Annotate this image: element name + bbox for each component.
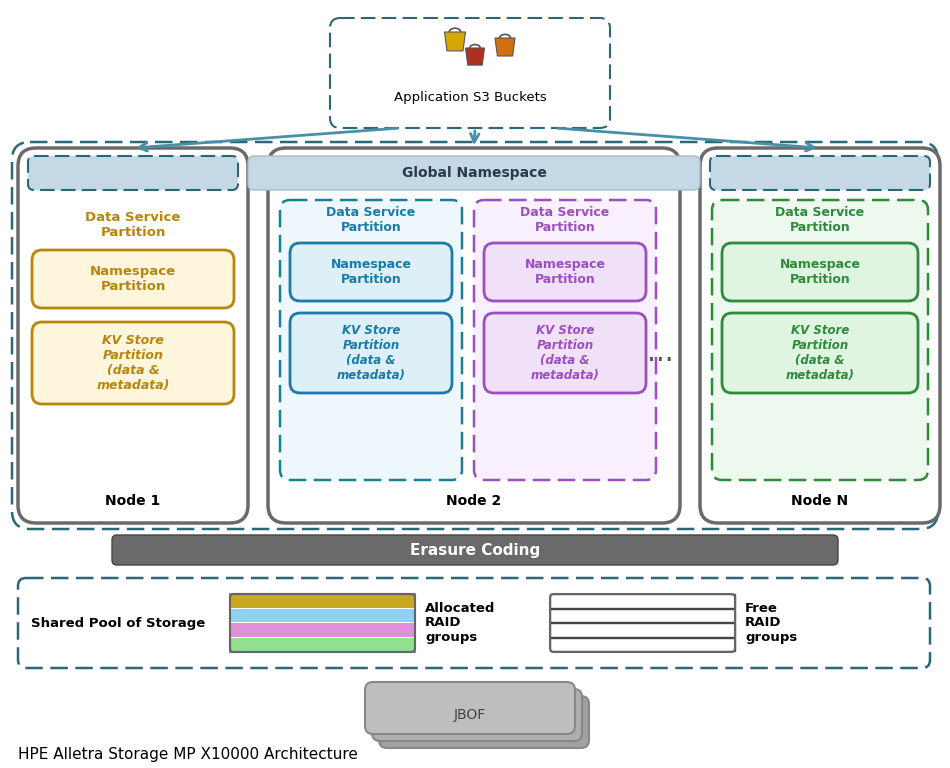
FancyBboxPatch shape (290, 313, 452, 393)
FancyBboxPatch shape (372, 689, 582, 741)
Text: Namespace
Partition: Namespace Partition (90, 265, 176, 293)
Bar (230, 594, 415, 652)
Text: Shared Pool of Storage: Shared Pool of Storage (30, 617, 205, 630)
Text: KV Store
Partition
(data &
metadata): KV Store Partition (data & metadata) (786, 324, 854, 382)
Text: KV Store
Partition
(data &
metadata): KV Store Partition (data & metadata) (336, 324, 406, 382)
Text: Node 2: Node 2 (446, 494, 502, 508)
FancyBboxPatch shape (290, 243, 452, 301)
FancyBboxPatch shape (32, 250, 234, 308)
Polygon shape (495, 38, 515, 56)
Bar (230, 623, 415, 637)
FancyBboxPatch shape (32, 322, 234, 404)
Text: Namespace
Partition: Namespace Partition (524, 258, 605, 286)
FancyBboxPatch shape (484, 243, 646, 301)
FancyBboxPatch shape (268, 148, 680, 523)
FancyBboxPatch shape (18, 578, 930, 668)
Text: KV Store
Partition
(data &
metadata): KV Store Partition (data & metadata) (530, 324, 599, 382)
Text: Application S3 Buckets: Application S3 Buckets (393, 91, 546, 104)
Bar (550, 608, 735, 622)
FancyBboxPatch shape (112, 535, 838, 565)
Text: KV Store
Partition
(data &
metadata): KV Store Partition (data & metadata) (96, 334, 170, 392)
Text: Node N: Node N (791, 494, 848, 508)
Text: Allocated
RAID
groups: Allocated RAID groups (425, 601, 495, 644)
Text: Global Namespace: Global Namespace (402, 166, 546, 180)
FancyBboxPatch shape (28, 156, 238, 190)
FancyBboxPatch shape (280, 200, 462, 480)
Text: Data Service
Partition: Data Service Partition (327, 206, 416, 234)
Bar (230, 608, 415, 622)
FancyBboxPatch shape (365, 682, 575, 734)
Text: Data Service
Partition: Data Service Partition (86, 211, 180, 239)
FancyBboxPatch shape (248, 156, 700, 190)
FancyBboxPatch shape (18, 148, 248, 523)
Bar (550, 623, 735, 637)
Text: Free
RAID
groups: Free RAID groups (745, 601, 797, 644)
FancyBboxPatch shape (484, 313, 646, 393)
FancyBboxPatch shape (712, 200, 928, 480)
Text: Data Service
Partition: Data Service Partition (521, 206, 610, 234)
Text: JBOF: JBOF (454, 708, 486, 722)
Polygon shape (445, 32, 466, 51)
Text: Node 1: Node 1 (105, 494, 161, 508)
Bar (550, 594, 735, 607)
Text: Namespace
Partition: Namespace Partition (331, 258, 411, 286)
FancyBboxPatch shape (330, 18, 610, 128)
Text: Namespace
Partition: Namespace Partition (780, 258, 861, 286)
Text: ...: ... (647, 339, 674, 367)
FancyBboxPatch shape (722, 243, 918, 301)
FancyBboxPatch shape (700, 148, 940, 523)
FancyBboxPatch shape (710, 156, 930, 190)
Bar (230, 594, 415, 607)
Text: Data Service
Partition: Data Service Partition (775, 206, 864, 234)
Text: Erasure Coding: Erasure Coding (409, 542, 541, 558)
FancyBboxPatch shape (474, 200, 656, 480)
Bar (230, 637, 415, 651)
Polygon shape (466, 48, 484, 65)
FancyBboxPatch shape (379, 696, 589, 748)
FancyBboxPatch shape (722, 313, 918, 393)
Text: HPE Alletra Storage MP X10000 Architecture: HPE Alletra Storage MP X10000 Architectu… (18, 747, 358, 763)
Bar (550, 637, 735, 651)
